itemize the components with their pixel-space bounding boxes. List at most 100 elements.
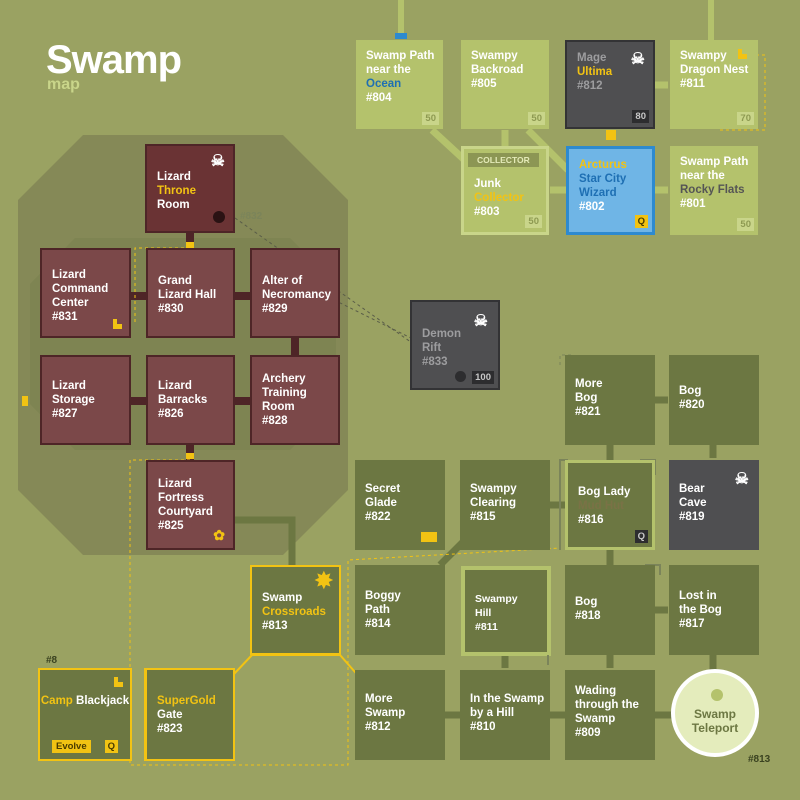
room-name-highlight: Mud Hut <box>578 500 624 512</box>
room-name-line: Swampy <box>471 50 518 62</box>
room-826-lizard-barracks[interactable]: Lizard Barracks #826 <box>146 355 235 445</box>
room-name-line: near the <box>366 64 411 76</box>
room-833-demon-rift[interactable]: Demon Rift #833 ☠ 100 <box>410 300 500 390</box>
room-name-line: Star City <box>579 173 627 185</box>
room-number: #811 <box>475 621 498 633</box>
room-name-highlight: Collector <box>474 192 524 204</box>
room-name-line: Lizard <box>157 171 191 183</box>
room-803-junk-collector[interactable]: COLLECTOR Junk Collector #803 50 <box>461 146 549 235</box>
room-name-line: Swamp <box>575 713 616 725</box>
room-name-line: Archery <box>262 373 306 385</box>
room-number: #821 <box>575 406 601 418</box>
room-number: #812 <box>365 721 391 733</box>
room-820-bog[interactable]: Bog #820 <box>669 355 759 445</box>
room-name-line: Courtyard <box>158 506 213 518</box>
room-name-line: Command <box>52 283 109 295</box>
room-804-swamp-path-near-ocean[interactable]: Swamp Path near the Ocean #804 50 <box>356 40 443 129</box>
room-number: #805 <box>471 78 497 90</box>
room-name-line: Room <box>157 199 190 211</box>
level-badge: 70 <box>737 112 754 125</box>
room-802-arcturus-star-city-wizard[interactable]: Arcturus Star City Wizard #802 Q <box>566 146 655 235</box>
boot-icon <box>738 49 747 59</box>
teleport-label-line: Teleport <box>691 721 739 735</box>
room-number: #826 <box>158 408 184 420</box>
level-badge: 50 <box>528 112 545 125</box>
room-name-line: Swamp <box>262 592 303 604</box>
room-name-line: Swampy <box>680 50 727 62</box>
room-821-more-bog[interactable]: More Bog #821 <box>565 355 655 445</box>
room-827-lizard-storage[interactable]: Lizard Storage #827 <box>40 355 131 445</box>
map-subtitle: map <box>47 76 80 93</box>
room-831-lizard-command-center[interactable]: Lizard Command Center #831 <box>40 248 131 338</box>
camp-number-label: #8 <box>46 655 58 666</box>
skull-icon: ☠ <box>630 51 645 68</box>
room-name-line: Junk <box>474 178 501 190</box>
room-817-lost-in-the-bog[interactable]: Lost in the Bog #817 <box>669 565 759 655</box>
room-816-bog-lady-mud-hut[interactable]: Bog Lady Mud Hut #816 Q <box>565 460 655 550</box>
skull-icon: ☠ <box>210 153 225 170</box>
room-number: #810 <box>470 721 496 733</box>
level-badge: 50 <box>737 218 754 231</box>
boss-marker-icon <box>455 371 466 382</box>
room-812-more-swamp[interactable]: More Swamp #812 <box>355 670 445 760</box>
room-name-line: Lizard <box>52 380 86 392</box>
treasure-chest-icon <box>421 532 437 542</box>
room-name-line: Alter of <box>262 275 303 287</box>
room-name-line: Dragon Nest <box>680 64 749 76</box>
room-813-swamp-crossroads[interactable]: Swamp Crossroads #813 ✸ <box>250 565 341 655</box>
room-name-line: Lizard Hall <box>158 289 217 301</box>
room-number: #818 <box>575 610 601 622</box>
room-name-highlight: Throne <box>157 185 196 197</box>
room-805-swampy-backroad[interactable]: Swampy Backroad #805 50 <box>461 40 549 129</box>
room-number: #828 <box>262 415 288 427</box>
room-name-line: Fortress <box>158 492 205 504</box>
room-name-line: Grand <box>158 275 192 287</box>
swamp-teleport-button[interactable]: Swamp Teleport <box>671 669 759 757</box>
level-badge: 100 <box>472 371 494 384</box>
room-name-line: Wizard <box>579 187 617 199</box>
room-name-line: Swamp <box>365 707 406 719</box>
room-818-bog[interactable]: Bog #818 <box>565 565 655 655</box>
quest-badge: Q <box>104 740 118 753</box>
room-822-secret-glade[interactable]: Secret Glade #822 <box>355 460 445 550</box>
room-number: #823 <box>157 723 183 735</box>
room-810-in-the-swamp-by-a-hill[interactable]: In the Swamp by a Hill #810 <box>460 670 550 760</box>
skull-icon: ☠ <box>473 313 488 330</box>
room-812-mage-ultima[interactable]: Mage Ultima #812 ☠ 80 <box>565 40 655 129</box>
room-814-boggy-path[interactable]: Boggy Path #814 <box>355 565 445 655</box>
room-name-line: Blackjack <box>76 695 130 707</box>
room-815-swampy-clearing[interactable]: Swampy Clearing #815 <box>460 460 550 550</box>
room-823-supergold-gate[interactable]: SuperGold Gate #823 <box>145 668 235 761</box>
room-name-line: Center <box>52 297 89 309</box>
boot-icon <box>113 319 122 329</box>
room-number: #801 <box>680 198 706 210</box>
level-badge: 80 <box>632 110 649 123</box>
room-name-line: Swampy <box>475 593 518 605</box>
room-name-highlight: Ocean <box>366 78 402 90</box>
room-number: #809 <box>575 727 601 739</box>
evolve-button[interactable]: Evolve <box>52 740 91 753</box>
room-819-bear-cave[interactable]: Bear Cave #819 ☠ <box>669 460 759 550</box>
room-829-alter-of-necromancy[interactable]: Alter of Necromancy #829 <box>250 248 340 338</box>
room-828-archery-training-room[interactable]: Archery Training Room #828 <box>250 355 340 445</box>
room-number: #812 <box>577 80 603 92</box>
room-830-grand-lizard-hall[interactable]: Grand Lizard Hall #830 <box>146 248 235 338</box>
room-811-swampy-hill[interactable]: Swampy Hill #811 <box>465 570 547 652</box>
room-number-label: #832 <box>240 211 263 222</box>
room-number: #820 <box>679 399 705 411</box>
room-811-swampy-dragon-nest[interactable]: Swampy Dragon Nest #811 70 <box>670 40 758 129</box>
room-801-swamp-path-near-rocky-flats[interactable]: Swamp Path near the Rocky Flats #801 50 <box>670 146 758 235</box>
room-name-line: Lost in <box>679 590 717 602</box>
room-name-highlight: Crossroads <box>262 606 326 618</box>
room-name-line: Cave <box>679 497 707 509</box>
room-825-lizard-fortress-courtyard[interactable]: Lizard Fortress Courtyard #825 ✿ <box>146 460 235 550</box>
room-number: #811 <box>680 78 705 90</box>
room-name-line: Hill <box>475 607 492 619</box>
map-title: Swamp <box>46 38 182 82</box>
room-name-line: Path <box>365 604 390 616</box>
camp-blackjack[interactable]: Camp Blackjack Evolve Q <box>38 668 132 761</box>
room-number: #825 <box>158 520 184 532</box>
room-832-lizard-throne-room[interactable]: Lizard Throne Room ☠ <box>145 144 235 233</box>
teleport-label-line: Swamp <box>693 707 736 721</box>
room-809-wading-through-the-swamp[interactable]: Wading through the Swamp #809 <box>565 670 655 760</box>
